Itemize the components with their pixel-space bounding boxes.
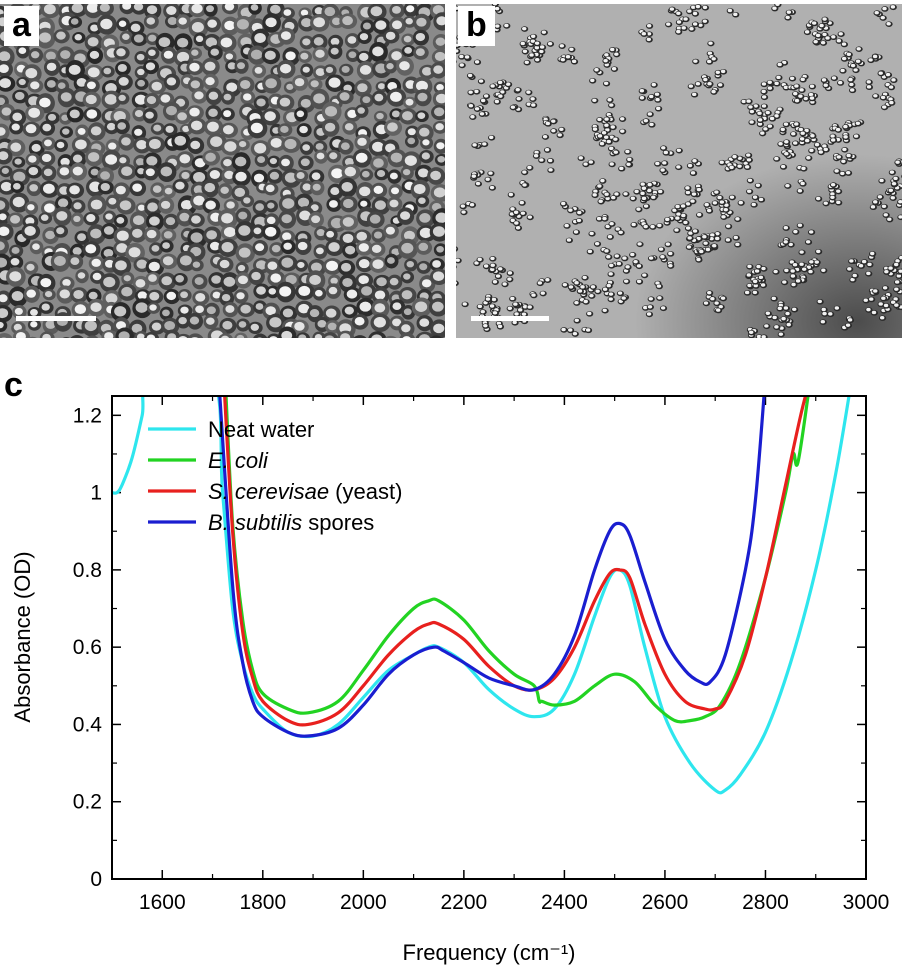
x-tick-label: 2000 — [340, 891, 387, 914]
tick-labels: 1600 1800 2000 2200 2400 2600 2800 3000 0 0.2 0.4 0… — [73, 404, 890, 914]
micrograph-b — [456, 4, 902, 338]
panel-label-b: b — [458, 6, 495, 46]
legend-text-part: S. cerevisae — [208, 479, 329, 504]
panel-label-a: a — [4, 6, 39, 46]
y-tick-label: 0.4 — [73, 713, 103, 736]
plot-frame — [111, 395, 867, 880]
legend-text-part: Neat water — [208, 417, 314, 442]
legend-text-part: spores — [302, 510, 374, 535]
x-tick-label: 1600 — [139, 891, 186, 914]
absorbance-chart: 1600 1800 2000 2200 2400 2600 2800 3000 0 0.2 0.4 0… — [10, 395, 890, 965]
legend-text-part: E. coli — [208, 448, 269, 473]
chart-container: 1600 1800 2000 2200 2400 2600 2800 3000 0 0.2 0.4 0… — [0, 360, 902, 970]
legend: Neat water E. coli S. cerevisae (yeast) B. … — [148, 417, 402, 535]
y-tick-label: 0.2 — [73, 791, 102, 814]
x-tick-label: 2800 — [742, 891, 789, 914]
x-tick-label: 2400 — [541, 891, 588, 914]
x-tick-label: 1800 — [239, 891, 286, 914]
x-tick-label: 2200 — [441, 891, 488, 914]
panel-label-c: c — [4, 366, 23, 404]
y-tick-label: 0.6 — [73, 636, 102, 659]
series-lines — [112, 396, 851, 795]
series-line-e-coli — [224, 396, 810, 724]
y-tick-label: 0 — [90, 868, 102, 891]
scale-bar-b — [471, 316, 549, 321]
legend-entry-b-subtilis-spores: B. subtilis spores — [208, 510, 374, 535]
scale-bar-a — [16, 316, 96, 321]
x-tick-label: 3000 — [843, 891, 890, 914]
micrograph-a-image — [0, 4, 445, 338]
y-tick-label: 1 — [90, 482, 102, 505]
x-tick-label: 2600 — [642, 891, 689, 914]
micrograph-a — [0, 4, 445, 338]
series-line-b-subtilis-spores — [218, 396, 766, 738]
y-tick-label: 0.8 — [73, 559, 102, 582]
micrograph-b-image — [456, 4, 902, 338]
x-axis-title: Frequency (cm⁻¹) — [403, 940, 576, 965]
legend-entry-neat-water: Neat water — [208, 417, 314, 442]
legend-entry-e-coli: E. coli — [208, 448, 269, 473]
legend-text-part: (yeast) — [329, 479, 402, 504]
legend-text-part: B. subtilis — [208, 510, 302, 535]
legend-entry-s-cerevisae-yeast: S. cerevisae (yeast) — [208, 479, 402, 504]
y-tick-label: 1.2 — [73, 404, 102, 427]
y-axis-title: Absorbance (OD) — [10, 551, 35, 722]
